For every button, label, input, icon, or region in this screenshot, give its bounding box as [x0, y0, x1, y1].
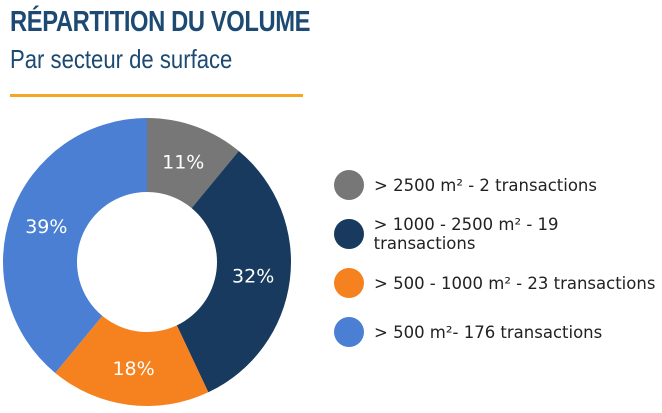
legend-item: > 2500 m² - 2 transactions [334, 170, 662, 200]
donut-slice [3, 118, 148, 373]
chart-subtitle: Par secteur de surface [10, 44, 233, 74]
donut-chart: 11% 32% 18% 39% [3, 118, 292, 406]
legend-label: > 500 - 1000 m² - 23 transactions [374, 273, 656, 293]
legend-swatch [334, 219, 364, 249]
legend-item: > 500 - 1000 m² - 23 transactions [334, 268, 662, 298]
legend: > 2500 m² - 2 transactions > 1000 - 2500 … [334, 170, 662, 366]
legend-swatch [334, 317, 364, 347]
legend-label: > 2500 m² - 2 transactions [374, 175, 597, 195]
divider [10, 94, 303, 97]
legend-label: > 500 m²- 176 transactions [374, 322, 603, 342]
legend-swatch [334, 170, 364, 200]
donut-slice [176, 151, 292, 393]
slice-value-label: 11% [162, 151, 204, 173]
donut-slice [147, 118, 239, 209]
slice-value-label: 32% [232, 265, 274, 287]
legend-item: > 1000 - 2500 m² - 19 transactions [334, 215, 662, 253]
legend-label: > 1000 - 2500 m² - 19 transactions [373, 215, 559, 253]
legend-item: > 500 m²- 176 transactions [334, 317, 662, 347]
legend-swatch [334, 268, 364, 298]
slice-value-label: 18% [112, 358, 154, 380]
chart-title: RÉPARTITION DU VOLUME [10, 6, 311, 38]
donut-slice [55, 315, 209, 406]
slice-value-label: 39% [25, 216, 67, 238]
